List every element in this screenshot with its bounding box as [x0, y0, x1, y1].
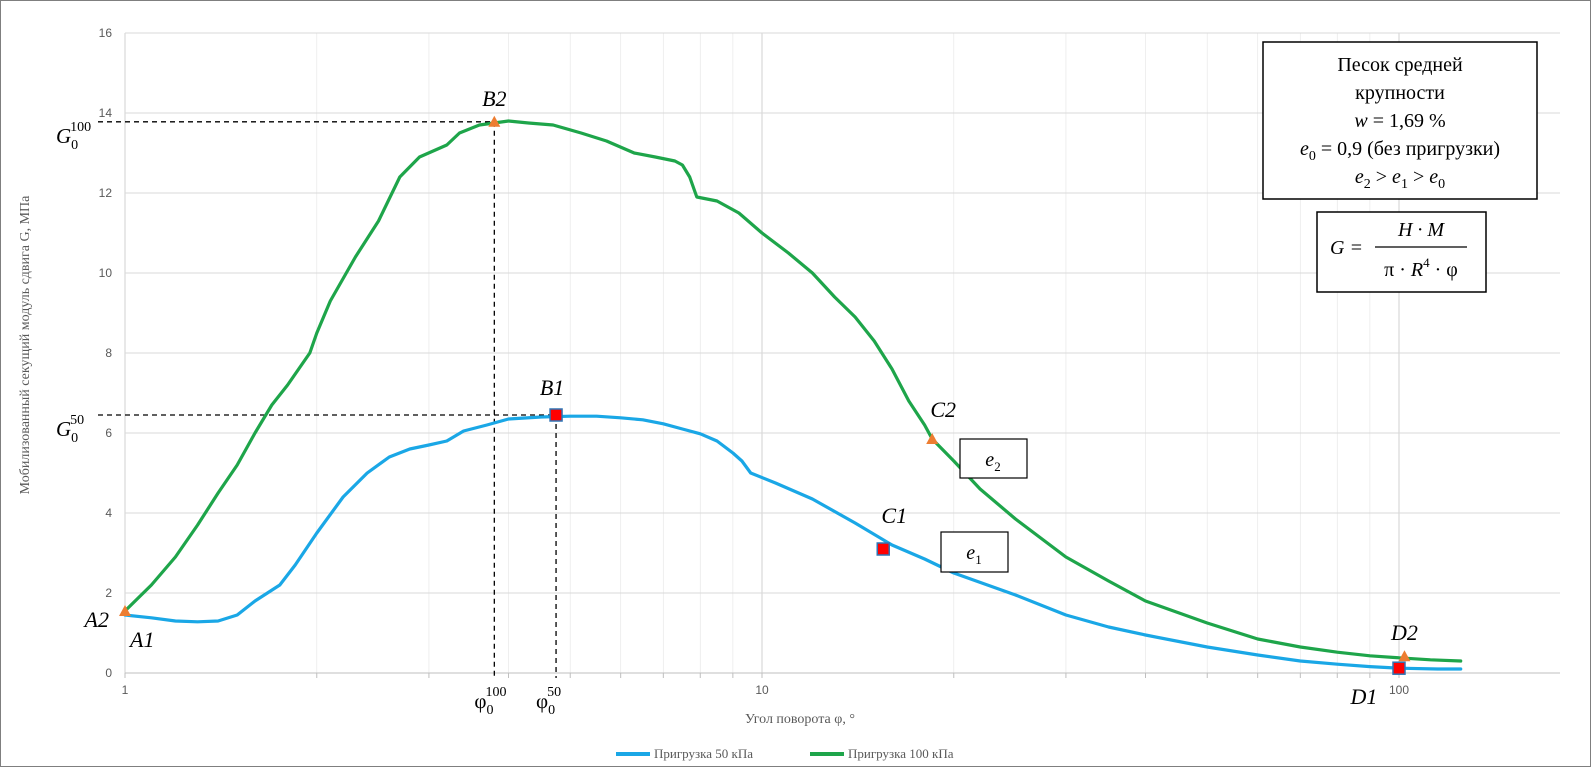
info-line-2: крупности [1355, 82, 1445, 104]
svg-text:e1: e1 [966, 542, 981, 567]
formula-box: G = H · M π · R4 · φ [1316, 211, 1487, 293]
x-tick-label: 100 [1389, 683, 1409, 697]
point-labels: A1 B1 C1 D1 A2 B2 C2 D2 [83, 86, 1418, 709]
marker-a2 [119, 605, 131, 616]
y-tick-label: 12 [99, 186, 113, 200]
legend-label-50: Пригрузка 50 кПа [654, 746, 753, 761]
y-tick-label: 10 [99, 266, 113, 280]
y-axis-title: Мобилизованный секущий модуль сдвига G, … [18, 195, 33, 495]
marker-d2 [1398, 650, 1411, 662]
marker-c2 [926, 433, 939, 444]
marker-b2 [488, 115, 501, 127]
w-symbol: w [1354, 110, 1368, 132]
y-tick-label: 14 [99, 106, 113, 120]
info-box: Песок средней крупности w = 1,69 % e0 = … [1262, 41, 1538, 200]
curve-label-e2: e2 [959, 438, 1028, 479]
point-label-d2: D2 [1390, 620, 1418, 645]
y-tick-label: 8 [105, 346, 112, 360]
g0-100-label: G0100 [56, 120, 91, 153]
x-axis-title: Угол поворота φ, ° [745, 712, 855, 727]
legend: Пригрузка 50 кПа Пригрузка 100 кПа [616, 746, 954, 761]
legend-label-100: Пригрузка 100 кПа [848, 746, 954, 761]
reference-lines: G0100 φ0100 G050 φ050 [56, 120, 561, 718]
info-line-ineq: e2 > e1 > e0 [1355, 166, 1445, 192]
y-tick-label: 4 [105, 506, 112, 520]
series-lines [123, 119, 1463, 671]
e0-symbol: e [1300, 138, 1309, 160]
formula-lhs: G = [1330, 237, 1363, 259]
point-label-a1: A1 [128, 627, 154, 652]
formula-denominator: π · R4 · φ [1384, 255, 1458, 281]
e0-subscript: 0 [1309, 149, 1316, 164]
point-label-b2: B2 [482, 86, 506, 111]
svg-text:e2: e2 [985, 449, 1000, 474]
x-tick-label: 1 [122, 683, 129, 697]
info-line-e0: e0 = 0,9 (без пригрузки) [1300, 138, 1500, 164]
formula-numerator: H · M [1397, 219, 1445, 241]
marker-b1 [549, 408, 563, 422]
e0-value: = 0,9 (без пригрузки) [1316, 138, 1500, 160]
series-line-100kpa [123, 119, 1463, 663]
w-value: = 1,69 % [1368, 110, 1446, 132]
point-label-c2: C2 [930, 397, 956, 422]
marker-d1 [1392, 661, 1406, 675]
y-tick-label: 2 [105, 586, 112, 600]
series-line-50kpa [123, 414, 1463, 671]
y-tick-label: 16 [99, 26, 113, 40]
point-label-a2: A2 [83, 607, 109, 632]
phi0-100-label: φ0100 [474, 685, 506, 718]
ticks: 0 2 4 6 8 10 12 14 16 1 10 100 [99, 26, 1410, 697]
g0-50-label: G050 [56, 413, 84, 446]
info-line-1: Песок средней [1337, 54, 1463, 76]
marker-c1 [876, 542, 890, 556]
phi0-50-label: φ050 [536, 685, 561, 718]
point-label-b1: B1 [540, 375, 564, 400]
formula-box-frame [1316, 211, 1487, 293]
x-tick-label: 10 [755, 683, 769, 697]
y-tick-label: 6 [105, 426, 112, 440]
point-label-d1: D1 [1350, 684, 1378, 709]
info-line-w: w = 1,69 % [1354, 110, 1445, 132]
y-tick-label: 0 [105, 666, 112, 680]
point-label-c1: C1 [881, 503, 907, 528]
info-box-frame [1262, 41, 1538, 200]
markers [119, 115, 1411, 675]
curve-label-e1: e1 [940, 531, 1009, 573]
